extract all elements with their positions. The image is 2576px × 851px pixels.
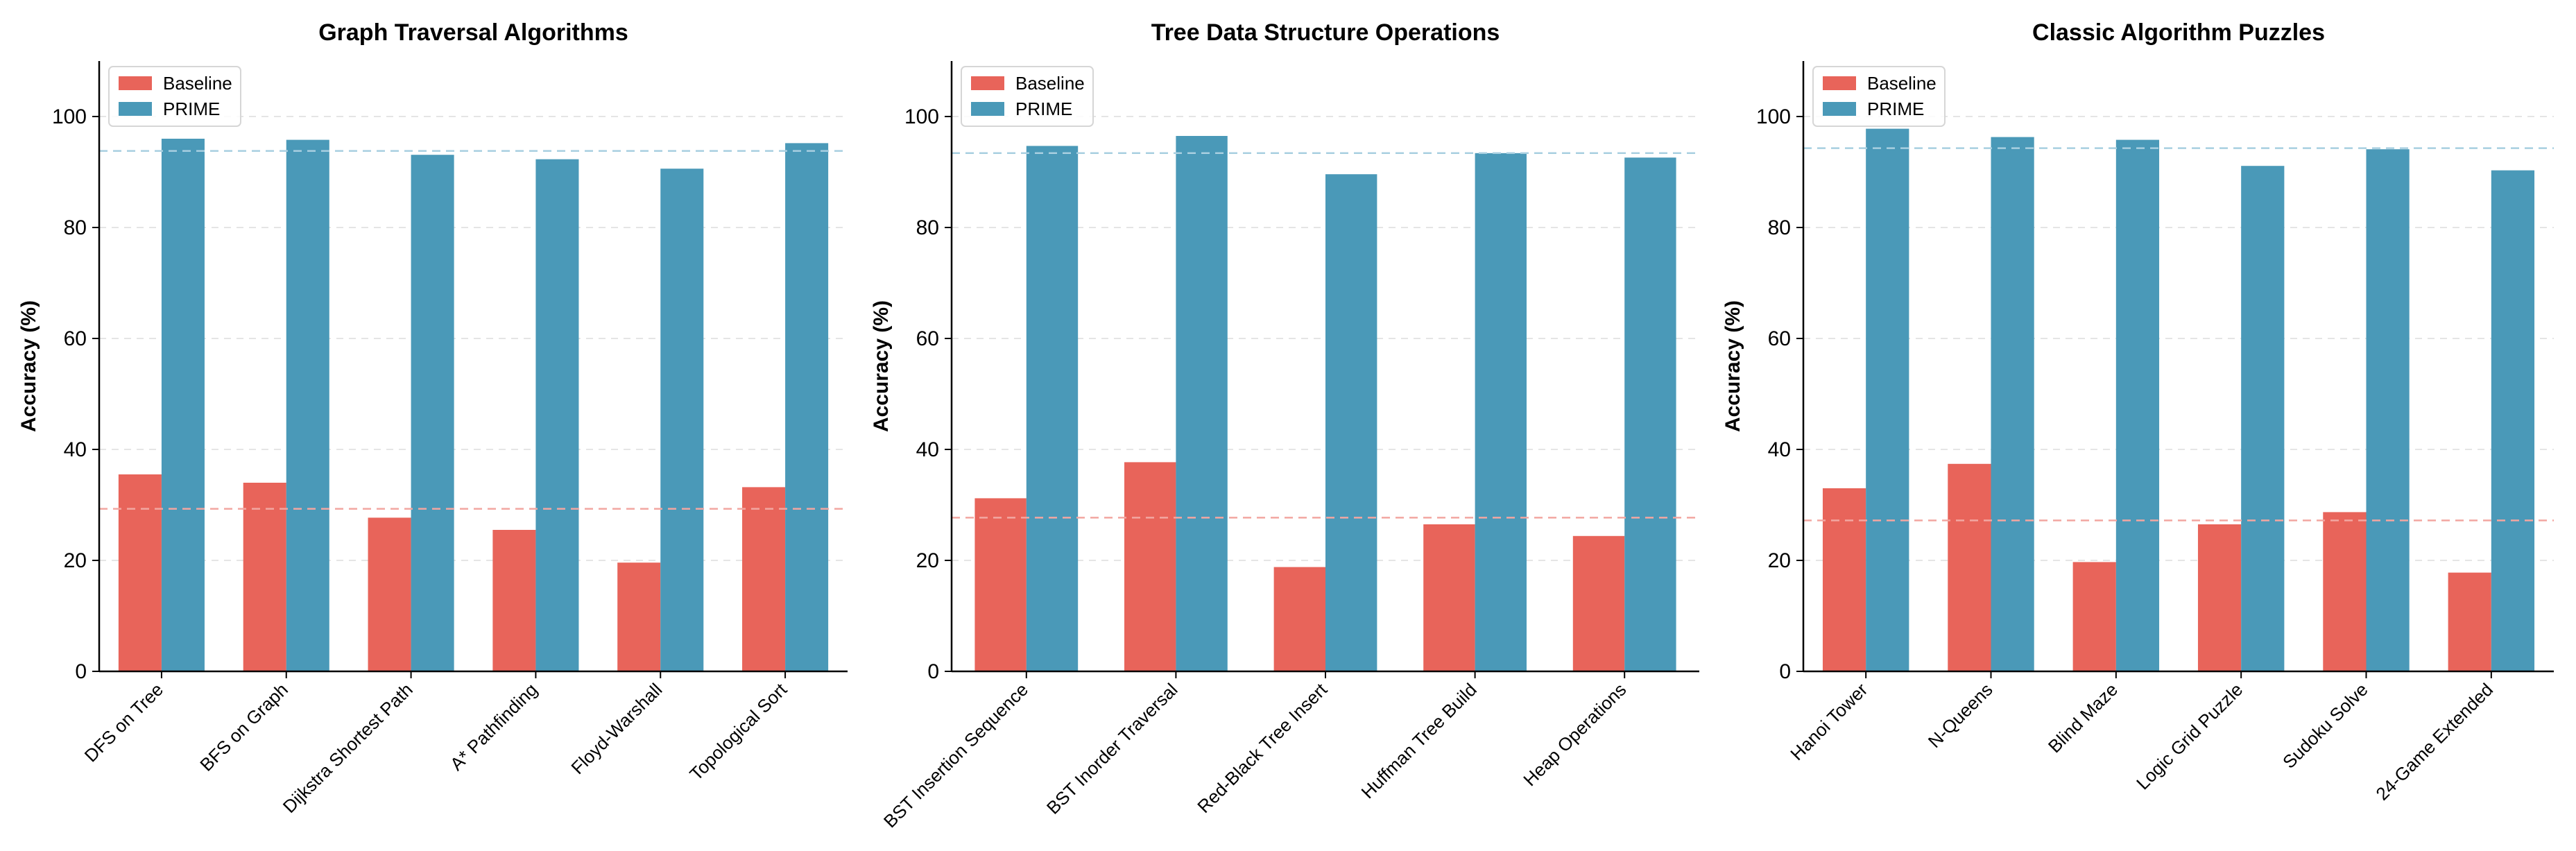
chart-panel-3: 0 20 40 60 80 100 Hanoi Tower N-Queens Blind Maz…: [1721, 19, 2554, 805]
legend-label-baseline: Baseline: [1015, 73, 1085, 94]
chart-title: Tree Data Structure Operations: [1151, 19, 1500, 46]
x-tick-label: Red-Black Tree Insert: [1193, 678, 1332, 817]
x-tick-label: BST Insertion Sequence: [879, 679, 1032, 832]
x-tick-label: Hanoi Tower: [1786, 679, 1871, 764]
y-tick-label: 20: [64, 549, 87, 572]
legend-label-prime: PRIME: [163, 98, 220, 119]
x-tick-label: Topological Sort: [685, 678, 791, 784]
bar-prime-6: [2491, 170, 2535, 672]
y-tick-label: 100: [1756, 105, 1791, 128]
x-tick-label: N-Queens: [1924, 679, 1997, 752]
y-tick-label: 80: [916, 216, 939, 239]
legend-label-baseline: Baseline: [1867, 73, 1937, 94]
legend-swatch-baseline: [1823, 76, 1856, 90]
legend-swatch-prime: [1823, 102, 1856, 116]
x-tick-label: 24-Game Extended: [2371, 679, 2497, 805]
bar-baseline-2: [1124, 462, 1176, 671]
legend-swatch-prime: [971, 102, 1004, 116]
y-tick-label: 100: [904, 105, 939, 128]
chart-panel-1: 0 20 40 60 80 100 DFS on Tree BFS on GraphDijks…: [17, 19, 848, 817]
x-tick-label: Blind Maze: [2044, 679, 2122, 757]
x-tick-label: BFS on Graph: [196, 679, 292, 775]
legend: Baseline PRIME: [961, 66, 1094, 127]
y-tick-label: 60: [1768, 327, 1791, 350]
bar-prime-4: [1475, 153, 1527, 672]
x-tick-label: Logic Grid Puzzle: [2132, 679, 2247, 793]
bar-baseline-5: [1572, 535, 1625, 671]
bar-baseline-6: [2448, 572, 2491, 671]
bar-prime-6: [785, 143, 829, 671]
y-tick-label: 40: [1768, 438, 1791, 461]
bar-prime-2: [286, 139, 329, 672]
legend: Baseline PRIME: [1812, 66, 1946, 127]
y-axis-label: Accuracy (%): [870, 300, 893, 432]
bar-prime-2: [1991, 137, 2034, 672]
legend-swatch-baseline: [119, 76, 152, 90]
bar-prime-5: [1624, 157, 1676, 671]
y-tick-label: 0: [75, 660, 87, 683]
y-tick-label: 100: [52, 105, 87, 128]
bar-prime-1: [1026, 146, 1079, 671]
bar-prime-3: [411, 155, 454, 671]
bar-baseline-3: [1273, 567, 1325, 671]
bar-baseline-1: [118, 474, 162, 671]
y-axis-label: Accuracy (%): [17, 300, 40, 432]
bar-baseline-2: [243, 483, 286, 671]
bar-baseline-1: [1822, 488, 1866, 671]
bar-prime-1: [1866, 128, 1909, 672]
x-tick-label: Sudoku Solve: [2278, 679, 2372, 773]
chart-title: Classic Algorithm Puzzles: [2032, 19, 2325, 46]
y-tick-label: 60: [916, 327, 939, 350]
x-tick-label: DFS on Tree: [80, 679, 167, 766]
chart-panel-2: 0 20 40 60 80 100 BST Insertion Sequence BST In…: [870, 19, 1699, 832]
x-tick-label: Heap Operations: [1519, 679, 1630, 790]
y-axis-label: Accuracy (%): [1721, 300, 1744, 432]
bar-baseline-5: [2323, 512, 2367, 671]
bar-baseline-2: [1948, 463, 1991, 671]
x-tick-label: Floyd-Warshall: [567, 679, 666, 778]
bar-baseline-6: [742, 487, 786, 671]
bar-baseline-5: [617, 562, 661, 671]
bar-prime-3: [2115, 139, 2160, 672]
x-tick-label: Dijkstra Shortest Path: [279, 679, 417, 817]
bar-baseline-1: [974, 498, 1027, 671]
y-tick-label: 40: [64, 438, 87, 461]
y-tick-label: 80: [64, 216, 87, 239]
legend-label-prime: PRIME: [1015, 98, 1072, 119]
bar-prime-2: [1176, 136, 1228, 671]
y-tick-label: 0: [1779, 660, 1791, 683]
bar-prime-1: [161, 139, 205, 671]
legend-label-prime: PRIME: [1867, 98, 1924, 119]
bar-baseline-4: [492, 530, 536, 671]
bar-baseline-4: [2197, 524, 2242, 671]
bar-prime-5: [660, 169, 704, 671]
legend-swatch-baseline: [971, 76, 1004, 90]
bar-baseline-3: [368, 517, 411, 671]
y-tick-label: 20: [916, 549, 939, 572]
bar-prime-5: [2366, 149, 2410, 671]
x-tick-label: BST Inorder Traversal: [1042, 679, 1182, 818]
y-tick-label: 60: [64, 327, 87, 350]
y-tick-label: 80: [1768, 216, 1791, 239]
x-tick-label: Huffman Tree Build: [1357, 679, 1481, 802]
legend-label-baseline: Baseline: [163, 73, 232, 94]
legend-swatch-prime: [119, 102, 152, 116]
legend: Baseline PRIME: [108, 66, 241, 127]
bar-baseline-3: [2072, 562, 2116, 671]
bar-prime-4: [2241, 166, 2285, 671]
y-tick-label: 20: [1768, 549, 1791, 572]
y-tick-label: 0: [927, 660, 939, 683]
y-tick-label: 40: [916, 438, 939, 461]
bar-baseline-4: [1423, 524, 1475, 671]
x-tick-label: A* Pathfinding: [446, 679, 542, 775]
chart-title: Graph Traversal Algorithms: [318, 19, 628, 46]
bar-prime-3: [1325, 174, 1377, 671]
bar-prime-4: [535, 159, 579, 672]
